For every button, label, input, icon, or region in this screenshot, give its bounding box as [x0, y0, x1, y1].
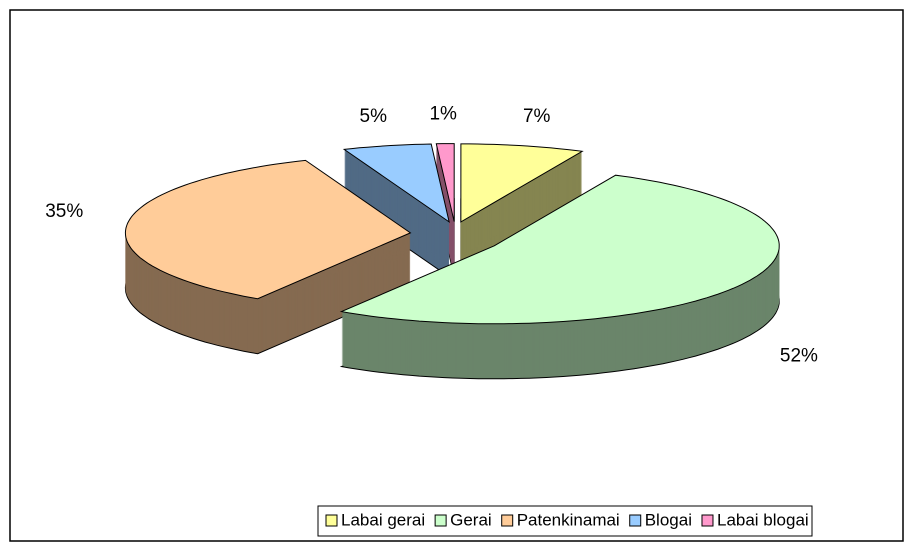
slice [460, 143, 584, 223]
legend-box [317, 505, 813, 537]
slice [435, 143, 455, 222]
data-label: 35% [45, 201, 83, 222]
legend-swatch [629, 514, 642, 527]
data-label: 5% [360, 106, 388, 127]
legend-label: Labai blogai [717, 510, 809, 529]
data-label: 1% [429, 103, 457, 124]
data-label: 7% [523, 106, 551, 127]
legend-label: Patenkinamai [517, 510, 620, 529]
data-label: 52% [780, 346, 818, 367]
slice [339, 174, 780, 325]
legend-label: Gerai [450, 510, 492, 529]
legend: Labai gerai Gerai Patenkinamai Blogai Labai … [325, 510, 809, 529]
legend-swatch [701, 514, 714, 527]
legend-swatch [434, 514, 447, 527]
legend-label: Labai gerai [341, 510, 425, 529]
slice [124, 159, 412, 300]
legend-swatch [501, 514, 514, 527]
legend-label: Blogai [645, 510, 692, 529]
pie: 7% 52% 35% 5% 1% [45, 103, 818, 380]
slice [342, 143, 450, 224]
legend-swatch [325, 514, 338, 527]
